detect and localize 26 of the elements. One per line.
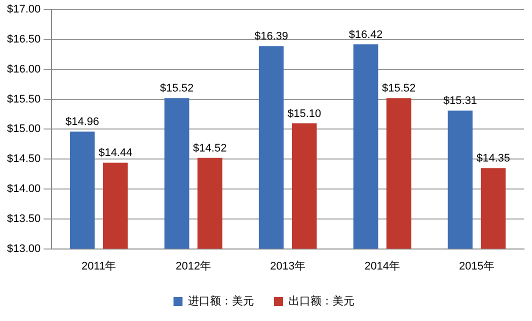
- y-tick-label: $17.00: [6, 4, 41, 16]
- data-label: $16.39: [254, 30, 288, 43]
- y-tick-label: $16.00: [6, 63, 41, 76]
- data-label: $15.10: [288, 108, 322, 120]
- x-tick-label: 2011年: [82, 260, 116, 272]
- y-tick-label: $14.50: [6, 153, 41, 166]
- data-label: $15.52: [160, 82, 194, 95]
- data-label: $14.96: [66, 116, 100, 128]
- x-tick-label: 2013年: [270, 260, 306, 272]
- y-tick-label: $14.00: [6, 183, 41, 196]
- data-label: $14.52: [193, 142, 227, 154]
- data-label: $16.42: [348, 28, 383, 41]
- data-label: $14.44: [98, 147, 132, 160]
- y-tick-label: $15.50: [6, 93, 41, 106]
- y-tick-label: $13.50: [6, 212, 41, 225]
- x-tick-label: 2012年: [176, 260, 212, 272]
- y-tick-label: $13.00: [6, 242, 41, 255]
- y-tick-label: $16.50: [6, 34, 41, 46]
- x-tick-label: 2015年: [459, 260, 495, 272]
- data-label: $15.31: [443, 95, 478, 108]
- legend-label: 进口额：美元: [188, 294, 254, 308]
- data-label: $15.52: [382, 82, 416, 95]
- x-tick-label: 2014年: [364, 260, 400, 272]
- legend-label: 出口额：美元: [288, 294, 354, 308]
- data-label: $14.35: [476, 152, 510, 165]
- y-tick-label: $15.00: [6, 123, 41, 136]
